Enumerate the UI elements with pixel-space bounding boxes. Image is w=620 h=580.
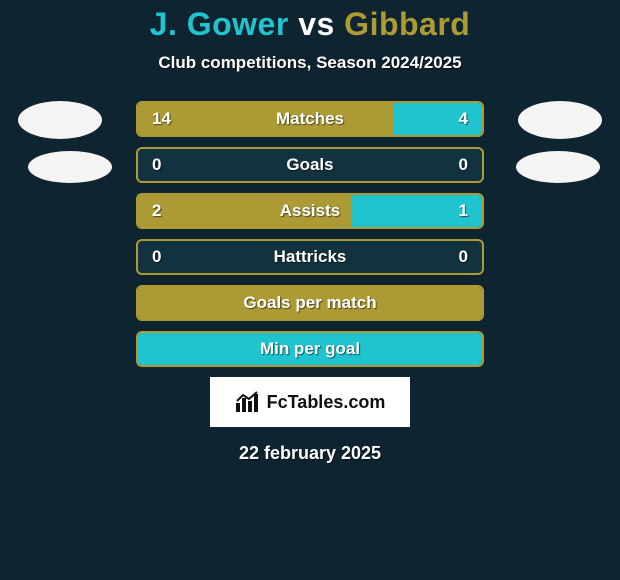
stat-fill-left	[138, 287, 482, 319]
stat-fill-right	[138, 333, 482, 365]
stat-value-right: 0	[459, 149, 468, 181]
stat-row: 21Assists	[136, 193, 484, 229]
brand-text: FcTables.com	[267, 392, 386, 413]
brand-badge: FcTables.com	[210, 377, 410, 427]
stat-row: 144Matches	[136, 101, 484, 137]
stat-value-left: 0	[152, 149, 161, 181]
stat-value-right: 4	[459, 103, 468, 135]
player1-club-badge	[28, 151, 112, 183]
stat-label: Goals	[138, 149, 482, 181]
comparison-card: J. Gower vs Gibbard Club competitions, S…	[0, 0, 620, 580]
stat-value-right: 0	[459, 241, 468, 273]
page-title: J. Gower vs Gibbard	[0, 0, 620, 43]
stat-fill-left	[138, 103, 393, 135]
vs-label: vs	[298, 6, 335, 42]
stats-area: 144Matches00Goals21Assists00HattricksGoa…	[0, 101, 620, 367]
player2-name: Gibbard	[344, 6, 470, 42]
stat-value-left: 14	[152, 103, 171, 135]
player2-club-badge	[516, 151, 600, 183]
footer-date: 22 february 2025	[0, 443, 620, 464]
player1-name: J. Gower	[150, 6, 289, 42]
brand-icon	[235, 391, 261, 413]
stat-rows: 144Matches00Goals21Assists00HattricksGoa…	[136, 101, 484, 367]
stat-row: 0 0Hattricks	[136, 239, 484, 275]
player1-avatar	[18, 101, 102, 139]
stat-row: Min per goal	[136, 331, 484, 367]
stat-value-left: 2	[152, 195, 161, 227]
subtitle: Club competitions, Season 2024/2025	[0, 53, 620, 73]
stat-value-left: 0	[152, 241, 161, 273]
stat-row: Goals per match	[136, 285, 484, 321]
player2-avatar	[518, 101, 602, 139]
stat-fill-left	[138, 195, 351, 227]
stat-label: Hattricks	[138, 241, 482, 273]
stat-row: 0 0Goals	[136, 147, 484, 183]
stat-value-right: 1	[459, 195, 468, 227]
stat-fill-right	[393, 103, 482, 135]
